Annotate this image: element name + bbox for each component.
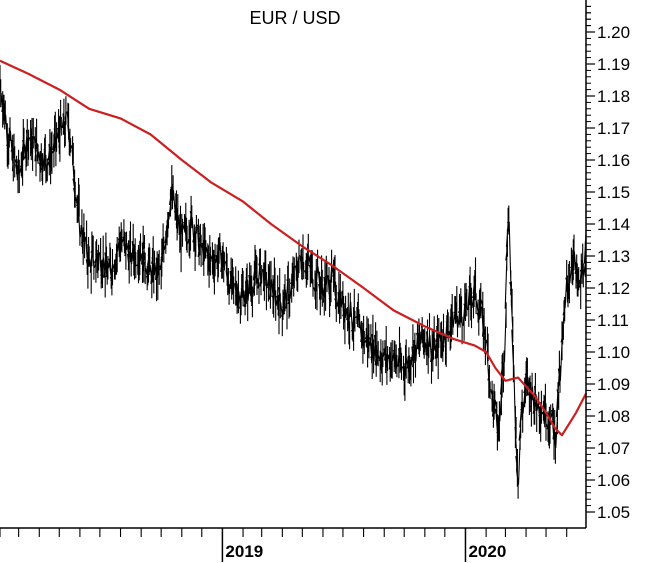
- y-tick-label: 1.08: [597, 407, 630, 426]
- price-series-line: [0, 64, 587, 499]
- y-tick-label: 1.17: [597, 119, 630, 138]
- y-tick-label: 1.15: [597, 183, 630, 202]
- y-tick-label: 1.05: [597, 503, 630, 522]
- axes-layer: 1.05 1.06 1.07 1.08 1.09 1.10 1.11 1.12 1.13 1.14…: [0, 0, 630, 562]
- y-tick-label: 1.14: [597, 215, 630, 234]
- y-tick-label: 1.09: [597, 375, 630, 394]
- y-tick-label: 1.11: [597, 311, 629, 330]
- y-tick-label: 1.10: [597, 343, 630, 362]
- y-tick-label: 1.16: [597, 151, 630, 170]
- y-tick-label: 1.19: [597, 55, 630, 74]
- x-year-label: 2019: [225, 542, 263, 561]
- y-tick-label: 1.20: [597, 23, 630, 42]
- y-tick-label: 1.18: [597, 87, 630, 106]
- x-year-label: 2020: [468, 542, 506, 561]
- y-tick-label: 1.13: [597, 247, 630, 266]
- chart-title: EUR / USD: [249, 8, 340, 28]
- y-tick-label: 1.06: [597, 471, 630, 490]
- series-layer: [0, 59, 587, 499]
- moving-average-line: [0, 59, 587, 437]
- y-tick-label: 1.07: [597, 439, 630, 458]
- y-tick-label: 1.12: [597, 279, 630, 298]
